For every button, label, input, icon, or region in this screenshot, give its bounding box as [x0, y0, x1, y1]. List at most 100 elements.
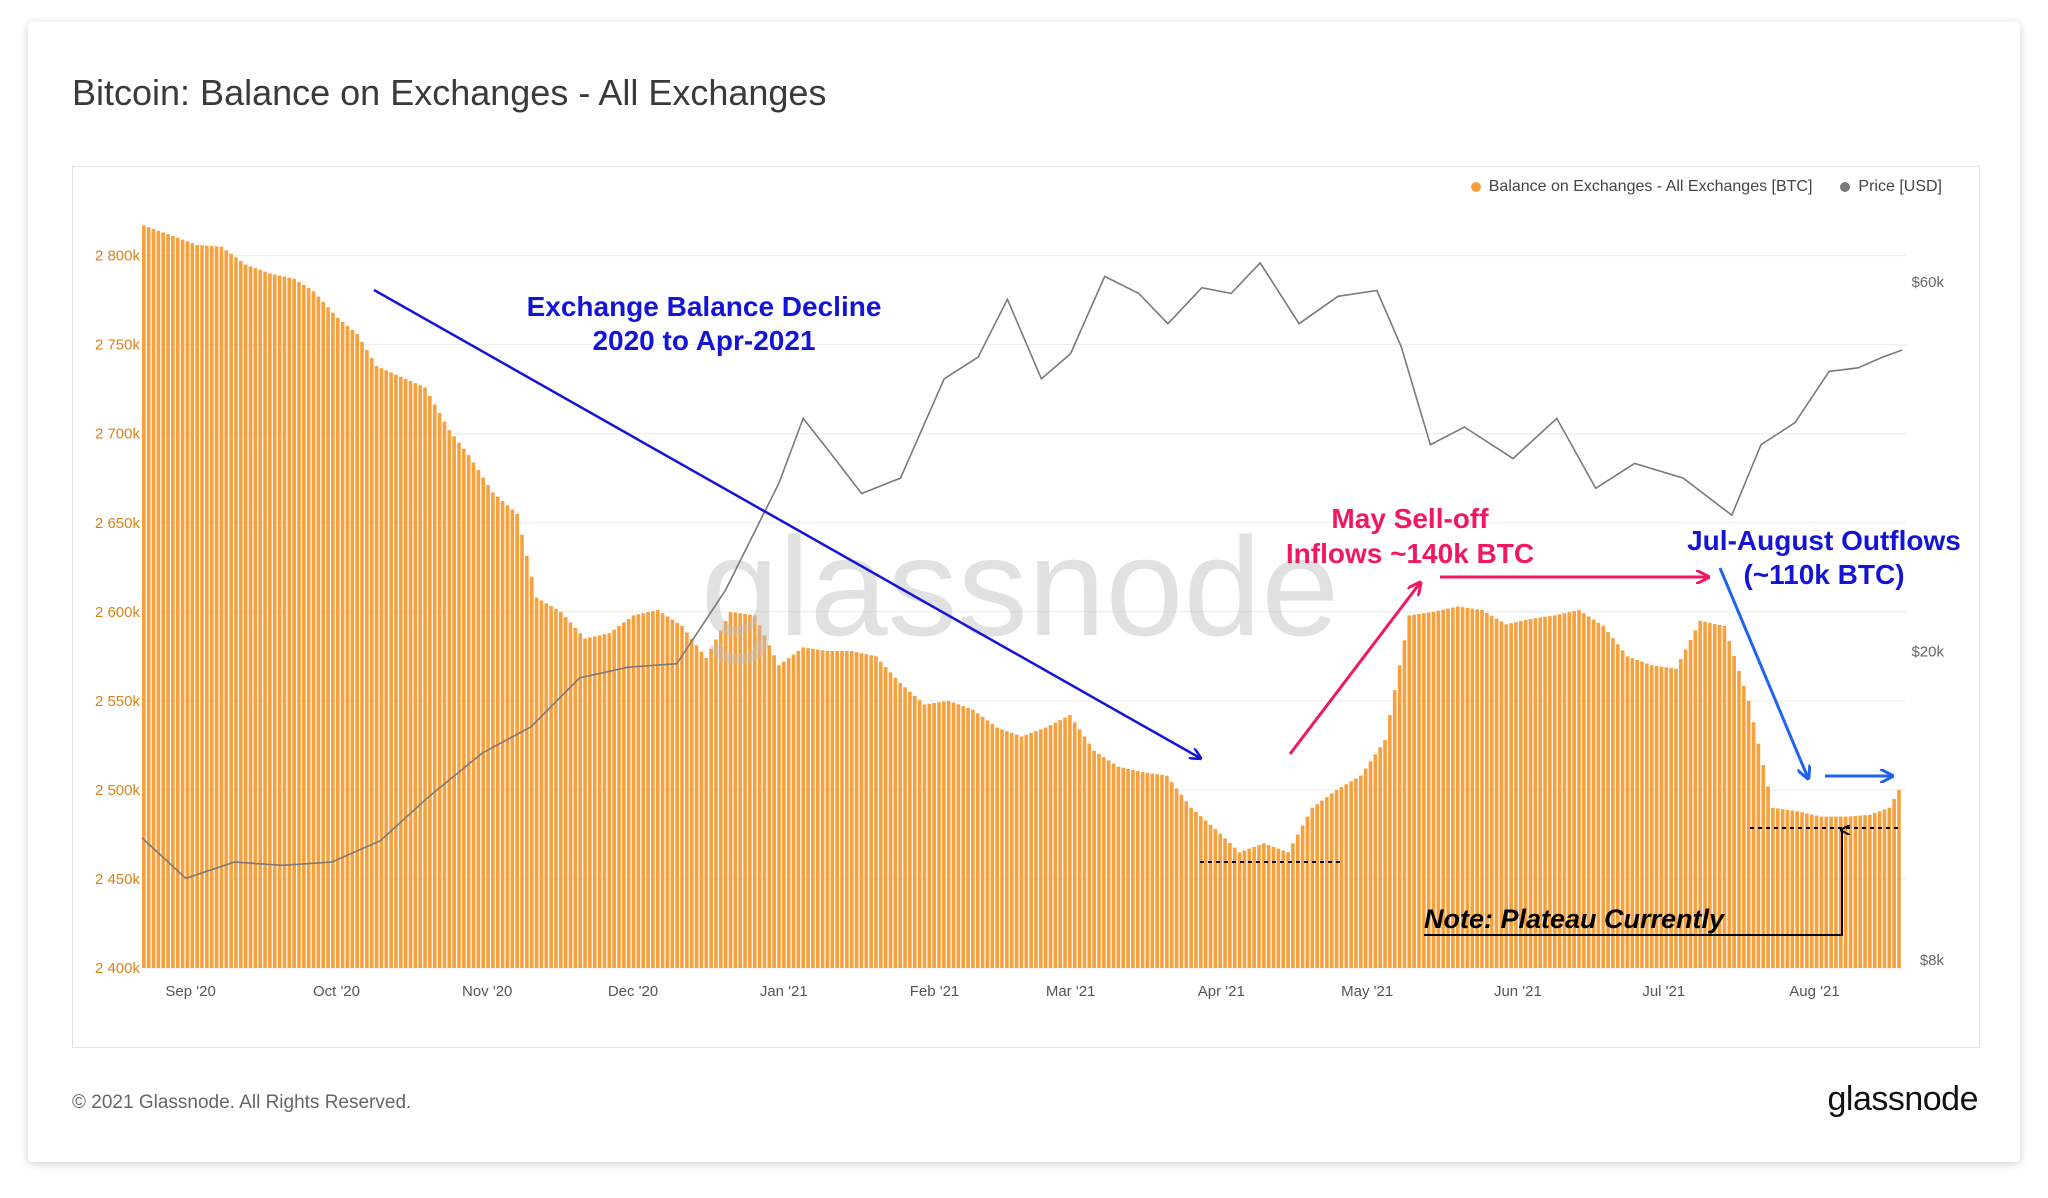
- legend-item-price[interactable]: Price [USD]: [1840, 178, 1942, 196]
- balance-bar: [384, 370, 389, 968]
- legend-swatch-balance: [1470, 182, 1481, 192]
- y-left-tick-label: 2 600k: [95, 604, 141, 621]
- balance-bar: [1708, 622, 1712, 968]
- balance-bar: [777, 665, 781, 968]
- balance-bar: [1775, 808, 1780, 968]
- balance-bar: [1334, 789, 1339, 968]
- y-left-tick-label: 2 500k: [95, 782, 141, 799]
- balance-bar: [985, 720, 990, 968]
- y-axis-left: 2 400k 2 450k 2 500k 2 550k 2 600k 2 650k 2 70…: [95, 248, 141, 977]
- note-pointer: [1424, 830, 1842, 936]
- x-axis: Sep '20 Oct '20 Nov '20 Dec '20 Jan '21 Feb '…: [165, 983, 1839, 1000]
- balance-bar: [578, 633, 583, 968]
- balance-bar: [1557, 614, 1562, 968]
- balance-bar: [1552, 615, 1557, 968]
- balance-bar: [1165, 775, 1169, 968]
- balance-bar: [1771, 807, 1775, 968]
- balance-bar: [1014, 734, 1019, 968]
- balance-bar: [1470, 608, 1475, 968]
- balance-bar: [437, 413, 442, 968]
- balance-bar: [1611, 638, 1615, 968]
- balance-bar: [796, 650, 801, 968]
- balance-bar: [1790, 810, 1795, 968]
- x-tick-label: Aug '21: [1789, 983, 1839, 1000]
- balance-bar: [1349, 781, 1353, 968]
- balance-bar: [1063, 717, 1067, 968]
- balance-bar: [1834, 816, 1838, 968]
- balance-bar: [1102, 757, 1106, 968]
- balance-bar: [1092, 750, 1096, 968]
- balance-bar: [1712, 623, 1717, 968]
- balance-bar: [321, 301, 326, 968]
- legend-item-balance[interactable]: Balance on Exchanges - All Exchanges [BT…: [1470, 178, 1812, 196]
- balance-bar: [1368, 761, 1373, 968]
- balance-bar: [1126, 768, 1130, 968]
- balance-bar: [912, 695, 917, 968]
- balance-bar: [1257, 845, 1261, 968]
- balance-bar: [1320, 800, 1324, 968]
- balance-bar: [772, 655, 776, 968]
- balance-bar: [1703, 621, 1707, 968]
- balance-bar: [1223, 838, 1227, 968]
- y-axis-right: $8k $20k $60k: [1911, 274, 1944, 969]
- balance-bar: [1087, 743, 1092, 968]
- balance-bar: [1329, 793, 1334, 968]
- annotation-outflow-line2: (~110k BTC): [1743, 559, 1904, 590]
- balance-bar: [185, 241, 190, 968]
- balance-bar: [234, 257, 238, 968]
- balance-bar: [544, 603, 549, 968]
- x-tick-label: Jun '21: [1494, 983, 1542, 1000]
- balance-bar: [980, 716, 985, 968]
- balance-bar: [272, 274, 277, 968]
- balance-bar: [1814, 815, 1819, 968]
- balance-bar: [1392, 690, 1397, 968]
- balance-bar: [171, 236, 175, 968]
- balance-bar: [1722, 626, 1727, 968]
- balance-bar: [505, 505, 510, 968]
- balance-bar: [1485, 612, 1489, 968]
- balance-bar: [1169, 782, 1174, 968]
- balance-bar: [1761, 764, 1766, 968]
- balance-bar: [1562, 613, 1567, 968]
- balance-bar: [990, 724, 995, 968]
- x-tick-label: Feb '21: [910, 983, 960, 1000]
- balance-bar: [1189, 807, 1193, 968]
- balance-bar: [942, 701, 946, 968]
- legend-swatch-price: [1840, 182, 1851, 192]
- balance-bar: [757, 625, 762, 968]
- balance-bar: [486, 485, 490, 968]
- balance-bar: [1887, 807, 1892, 968]
- balance-bar: [1412, 614, 1416, 968]
- x-tick-label: Jan '21: [760, 983, 808, 1000]
- balance-bar: [573, 627, 578, 968]
- balance-bar: [268, 273, 272, 968]
- balance-bar: [1897, 789, 1901, 968]
- balance-bar: [525, 555, 529, 968]
- balance-bar: [845, 650, 849, 968]
- balance-bar: [1717, 624, 1722, 968]
- legend-label-price: Price [USD]: [1858, 178, 1942, 195]
- balance-bar: [1358, 775, 1363, 968]
- balance-bar: [859, 653, 864, 968]
- x-tick-label: Apr '21: [1198, 983, 1245, 1000]
- x-tick-label: Sep '20: [165, 983, 215, 1000]
- balance-bar: [1208, 824, 1213, 968]
- balance-bar: [927, 703, 932, 968]
- balance-bar: [966, 707, 970, 968]
- balance-bar: [166, 234, 170, 968]
- balance-bar: [835, 650, 839, 968]
- balance-bar: [1131, 769, 1135, 968]
- balance-bar: [694, 645, 699, 968]
- balance-bar: [612, 629, 616, 968]
- price-line: [141, 261, 1903, 880]
- balance-bar: [1625, 656, 1630, 968]
- balance-bar: [306, 288, 311, 968]
- balance-bar: [195, 244, 199, 968]
- balance-bar: [282, 276, 287, 968]
- balance-bar: [1868, 814, 1872, 968]
- balance-bar: [1843, 816, 1848, 968]
- balance-bar: [1417, 613, 1421, 968]
- balance-bar: [1737, 670, 1741, 968]
- x-tick-label: Jul '21: [1642, 983, 1685, 1000]
- balance-bar: [428, 395, 432, 969]
